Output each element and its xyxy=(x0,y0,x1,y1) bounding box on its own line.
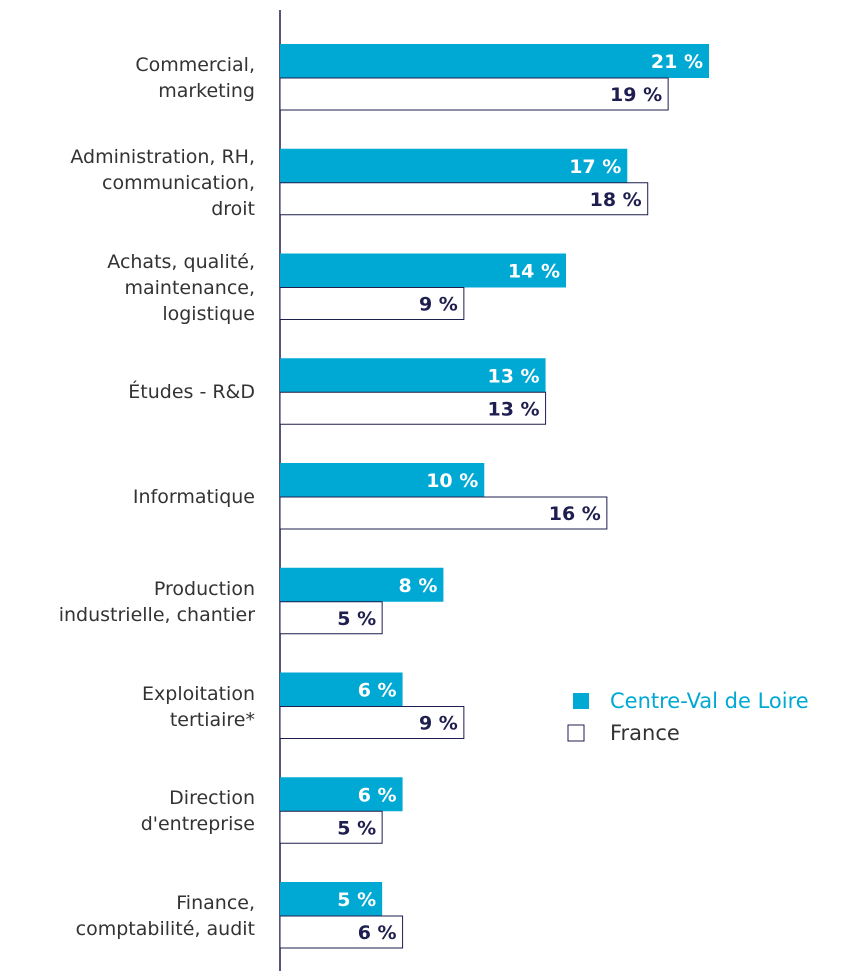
category-label: Informatique xyxy=(132,486,255,508)
value-label: 5 % xyxy=(337,817,376,839)
value-label: 19 % xyxy=(610,84,662,106)
category-label: Administration, RH, communication, droit xyxy=(70,145,255,220)
bar xyxy=(279,77,669,111)
bar xyxy=(279,496,608,530)
bar xyxy=(279,287,465,320)
bar xyxy=(280,463,485,497)
category-label: Achats, qualité, maintenance, logistique xyxy=(107,250,255,325)
bar xyxy=(280,567,444,602)
bar xyxy=(280,777,403,812)
bar xyxy=(280,358,546,393)
bar xyxy=(279,706,465,739)
category-label: Commercial, marketing xyxy=(135,54,255,102)
category-label: Production industrielle, chantier xyxy=(58,577,255,626)
category-label: Exploitation tertiaire* xyxy=(142,682,255,731)
bar xyxy=(279,601,383,635)
value-label: 17 % xyxy=(569,156,621,178)
bar xyxy=(280,44,709,78)
value-label: 18 % xyxy=(590,189,642,211)
legend-label: Centre-Val de Loire xyxy=(610,689,809,713)
value-label: 5 % xyxy=(337,889,376,911)
bar xyxy=(280,253,566,288)
bar xyxy=(279,391,547,425)
legend-swatch xyxy=(567,724,585,742)
value-label: 21 % xyxy=(651,51,703,73)
bar xyxy=(279,182,649,216)
bar xyxy=(279,810,383,844)
category-label: Finance, comptabilité, audit xyxy=(75,892,255,940)
bar xyxy=(280,882,383,916)
value-label: 6 % xyxy=(358,784,397,806)
bar xyxy=(280,672,403,707)
value-label: 6 % xyxy=(358,680,397,702)
legend-label: France xyxy=(610,721,680,745)
value-label: 8 % xyxy=(399,575,438,597)
value-label: 16 % xyxy=(549,503,601,525)
value-label: 14 % xyxy=(508,261,560,283)
bar xyxy=(279,915,404,949)
value-label: 5 % xyxy=(337,608,376,630)
value-label: 13 % xyxy=(487,365,539,387)
category-label: Direction d'entreprise xyxy=(140,787,255,836)
bar xyxy=(280,148,628,183)
value-label: 13 % xyxy=(487,398,539,420)
value-label: 6 % xyxy=(358,922,397,944)
legend-swatch xyxy=(573,693,589,709)
value-label: 9 % xyxy=(419,294,458,316)
value-label: 9 % xyxy=(419,713,458,735)
value-label: 10 % xyxy=(426,470,478,492)
category-label: Études - R&D xyxy=(128,381,255,404)
